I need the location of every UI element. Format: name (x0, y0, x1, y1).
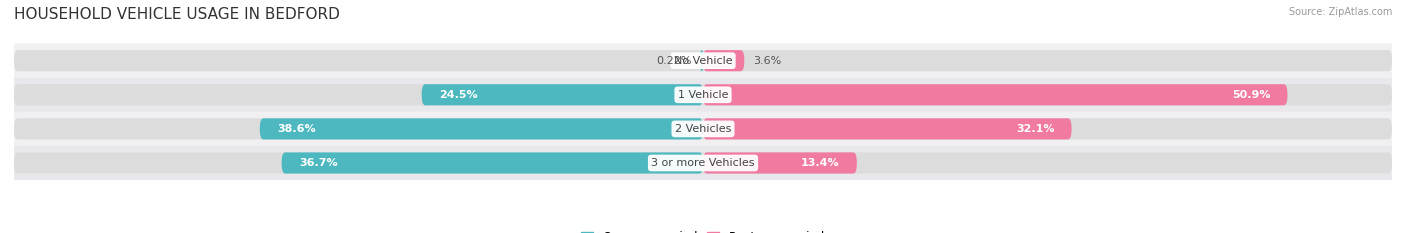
Text: 13.4%: 13.4% (801, 158, 839, 168)
FancyBboxPatch shape (14, 78, 1392, 112)
FancyBboxPatch shape (703, 50, 744, 71)
Text: 0.22%: 0.22% (655, 56, 692, 66)
FancyBboxPatch shape (703, 84, 1288, 105)
FancyBboxPatch shape (422, 84, 703, 105)
Text: 50.9%: 50.9% (1232, 90, 1270, 100)
Text: 38.6%: 38.6% (277, 124, 315, 134)
Text: Source: ZipAtlas.com: Source: ZipAtlas.com (1288, 7, 1392, 17)
Legend: Owner-occupied, Renter-occupied: Owner-occupied, Renter-occupied (576, 226, 830, 233)
Text: No Vehicle: No Vehicle (673, 56, 733, 66)
FancyBboxPatch shape (281, 152, 703, 174)
FancyBboxPatch shape (14, 50, 1392, 71)
FancyBboxPatch shape (14, 118, 1392, 140)
Text: 36.7%: 36.7% (299, 158, 337, 168)
FancyBboxPatch shape (14, 112, 1392, 146)
FancyBboxPatch shape (703, 118, 1071, 140)
FancyBboxPatch shape (260, 118, 703, 140)
Text: 24.5%: 24.5% (439, 90, 478, 100)
FancyBboxPatch shape (14, 146, 1392, 180)
FancyBboxPatch shape (703, 152, 856, 174)
Text: 2 Vehicles: 2 Vehicles (675, 124, 731, 134)
Text: 3 or more Vehicles: 3 or more Vehicles (651, 158, 755, 168)
FancyBboxPatch shape (14, 44, 1392, 78)
Text: 32.1%: 32.1% (1017, 124, 1054, 134)
FancyBboxPatch shape (14, 152, 1392, 174)
FancyBboxPatch shape (14, 84, 1392, 105)
Text: 3.6%: 3.6% (754, 56, 782, 66)
Text: HOUSEHOLD VEHICLE USAGE IN BEDFORD: HOUSEHOLD VEHICLE USAGE IN BEDFORD (14, 7, 340, 22)
FancyBboxPatch shape (700, 50, 703, 71)
Text: 1 Vehicle: 1 Vehicle (678, 90, 728, 100)
